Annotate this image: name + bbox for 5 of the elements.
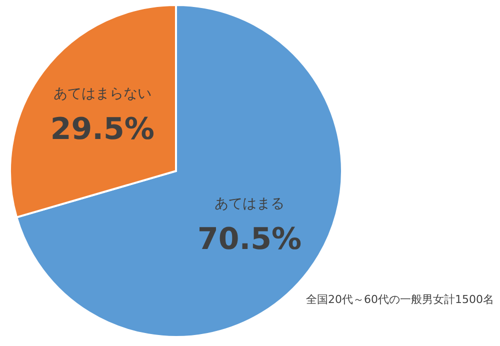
slice-label: あてはまらない — [53, 86, 152, 102]
data-label: 70.5% — [198, 222, 302, 258]
text: 全国20代～60代の一般男女計1500名 — [306, 293, 494, 306]
slice-label: あてはまる — [214, 196, 285, 212]
data-label: 29.5% — [50, 112, 154, 147]
